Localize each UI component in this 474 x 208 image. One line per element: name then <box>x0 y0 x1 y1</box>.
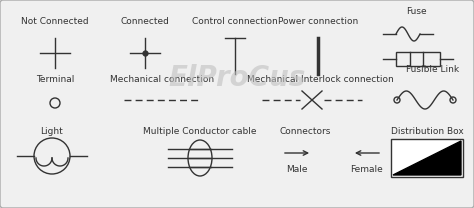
Text: Fusible Link: Fusible Link <box>406 66 459 74</box>
Polygon shape <box>393 141 461 175</box>
Text: Mechanical connection: Mechanical connection <box>110 76 214 84</box>
Text: Distribution Box: Distribution Box <box>391 126 464 135</box>
Text: Power connection: Power connection <box>278 16 358 26</box>
Bar <box>391 139 463 177</box>
Text: Female: Female <box>351 165 383 173</box>
Text: Male: Male <box>286 165 308 173</box>
Text: Light: Light <box>41 126 64 135</box>
Text: Multiple Conductor cable: Multiple Conductor cable <box>143 126 257 135</box>
Text: Connectors: Connectors <box>279 126 331 135</box>
Text: Mechanical Interlock connection: Mechanical Interlock connection <box>246 76 393 84</box>
Text: Not Connected: Not Connected <box>21 16 89 26</box>
Text: Terminal: Terminal <box>36 76 74 84</box>
Text: Control connection: Control connection <box>192 16 278 26</box>
Text: ElProCus: ElProCus <box>168 64 306 92</box>
Text: Connected: Connected <box>120 16 169 26</box>
Bar <box>396 52 440 66</box>
Ellipse shape <box>188 140 212 176</box>
Text: Fuse: Fuse <box>406 7 427 16</box>
